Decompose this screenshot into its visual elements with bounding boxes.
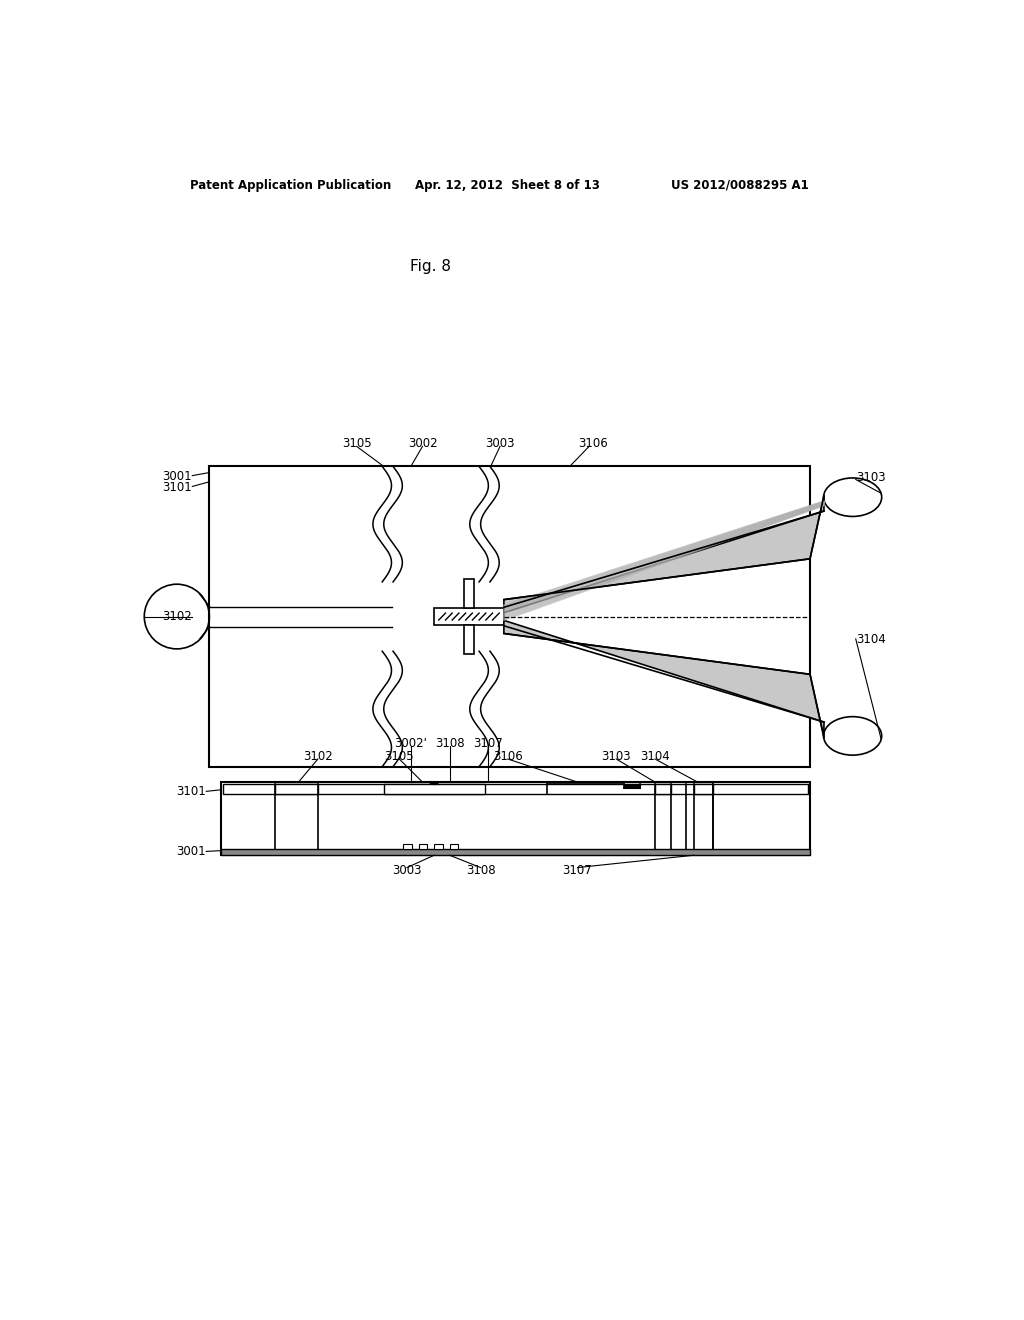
Text: 3102: 3102 xyxy=(303,750,333,763)
Bar xyxy=(434,609,504,626)
Text: 3105: 3105 xyxy=(384,750,414,763)
Bar xyxy=(464,579,474,609)
Text: US 2012/0088295 A1: US 2012/0088295 A1 xyxy=(672,178,809,191)
Text: 3101: 3101 xyxy=(176,785,206,797)
Bar xyxy=(655,784,671,793)
Text: 3107: 3107 xyxy=(562,865,592,878)
Bar xyxy=(209,466,810,767)
Text: 3102: 3102 xyxy=(162,610,191,623)
Bar xyxy=(221,781,810,855)
Text: 3103: 3103 xyxy=(601,750,631,763)
Bar xyxy=(434,843,442,849)
Text: 3002: 3002 xyxy=(408,437,437,450)
Bar xyxy=(384,784,484,793)
Text: 3108: 3108 xyxy=(466,865,496,878)
Polygon shape xyxy=(504,620,824,738)
Bar xyxy=(221,849,810,855)
Text: Apr. 12, 2012  Sheet 8 of 13: Apr. 12, 2012 Sheet 8 of 13 xyxy=(416,178,600,191)
Text: 3002': 3002' xyxy=(394,737,427,750)
Text: 3103: 3103 xyxy=(856,471,886,484)
Bar xyxy=(624,784,640,788)
Text: Patent Application Publication: Patent Application Publication xyxy=(190,178,391,191)
Bar xyxy=(275,784,317,793)
Bar xyxy=(464,626,474,655)
Text: 3108: 3108 xyxy=(435,737,465,750)
Bar xyxy=(419,843,427,849)
Text: 3104: 3104 xyxy=(640,750,670,763)
Text: 3001: 3001 xyxy=(176,845,206,858)
Text: 3003: 3003 xyxy=(485,437,515,450)
Text: Fig. 8: Fig. 8 xyxy=(410,259,451,273)
Bar xyxy=(450,843,458,849)
Text: 3101: 3101 xyxy=(162,480,191,494)
Polygon shape xyxy=(504,496,824,612)
Bar xyxy=(223,784,808,793)
Bar xyxy=(403,843,412,849)
Text: 3001: 3001 xyxy=(162,470,191,483)
Text: 3106: 3106 xyxy=(579,437,608,450)
Text: 3106: 3106 xyxy=(493,750,522,763)
Text: 3003: 3003 xyxy=(392,865,422,878)
Text: 3105: 3105 xyxy=(342,437,372,450)
Text: 3104: 3104 xyxy=(856,634,886,647)
Bar xyxy=(693,784,713,793)
Text: 3107: 3107 xyxy=(473,737,503,750)
